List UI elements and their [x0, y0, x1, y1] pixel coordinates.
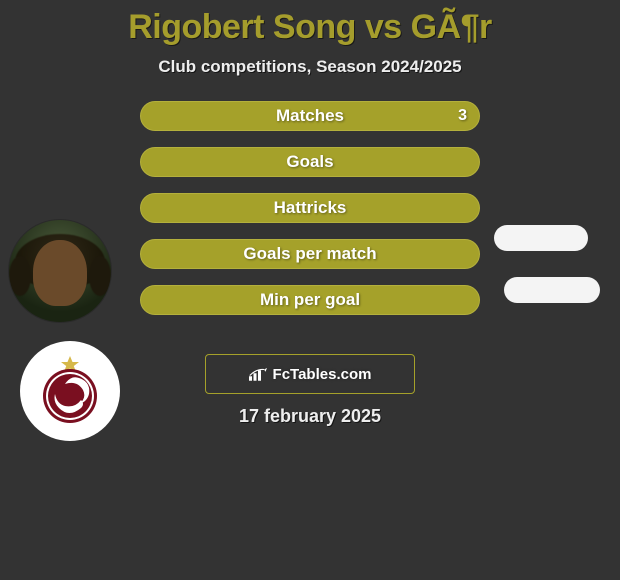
- stat-bar: Min per goal: [140, 285, 480, 315]
- brand-text: FcTables.com: [273, 366, 372, 383]
- page-title: Rigobert Song vs GÃ¶r: [0, 0, 620, 47]
- brand-icon: [249, 367, 267, 381]
- stat-row: Matches 3: [140, 101, 480, 131]
- footer-date: 17 february 2025: [0, 406, 620, 427]
- stat-label: Matches: [276, 106, 344, 126]
- comparison-pill: [494, 225, 588, 251]
- stat-label: Goals per match: [243, 244, 376, 264]
- stat-bar: Matches 3: [140, 101, 480, 131]
- page-subtitle: Club competitions, Season 2024/2025: [0, 57, 620, 77]
- stat-row: Goals per match: [140, 239, 480, 269]
- stat-bar: Goals: [140, 147, 480, 177]
- stat-row: Goals: [140, 147, 480, 177]
- stat-label: Goals: [286, 152, 333, 172]
- stat-row: Hattricks: [140, 193, 480, 223]
- stat-bar: Hattricks: [140, 193, 480, 223]
- stat-label: Hattricks: [274, 198, 347, 218]
- stat-row: Min per goal: [140, 285, 480, 315]
- chart-area: Matches 3 Goals Hattricks Goals per match Min…: [0, 101, 620, 331]
- player-avatar: [8, 219, 112, 323]
- comparison-pill: [504, 277, 600, 303]
- stat-bar: Goals per match: [140, 239, 480, 269]
- stat-bars: Matches 3 Goals Hattricks Goals per match Min…: [140, 101, 480, 331]
- stat-value: 3: [458, 107, 467, 125]
- brand-badge: FcTables.com: [205, 354, 415, 394]
- stat-label: Min per goal: [260, 290, 360, 310]
- avatar-face: [33, 240, 87, 306]
